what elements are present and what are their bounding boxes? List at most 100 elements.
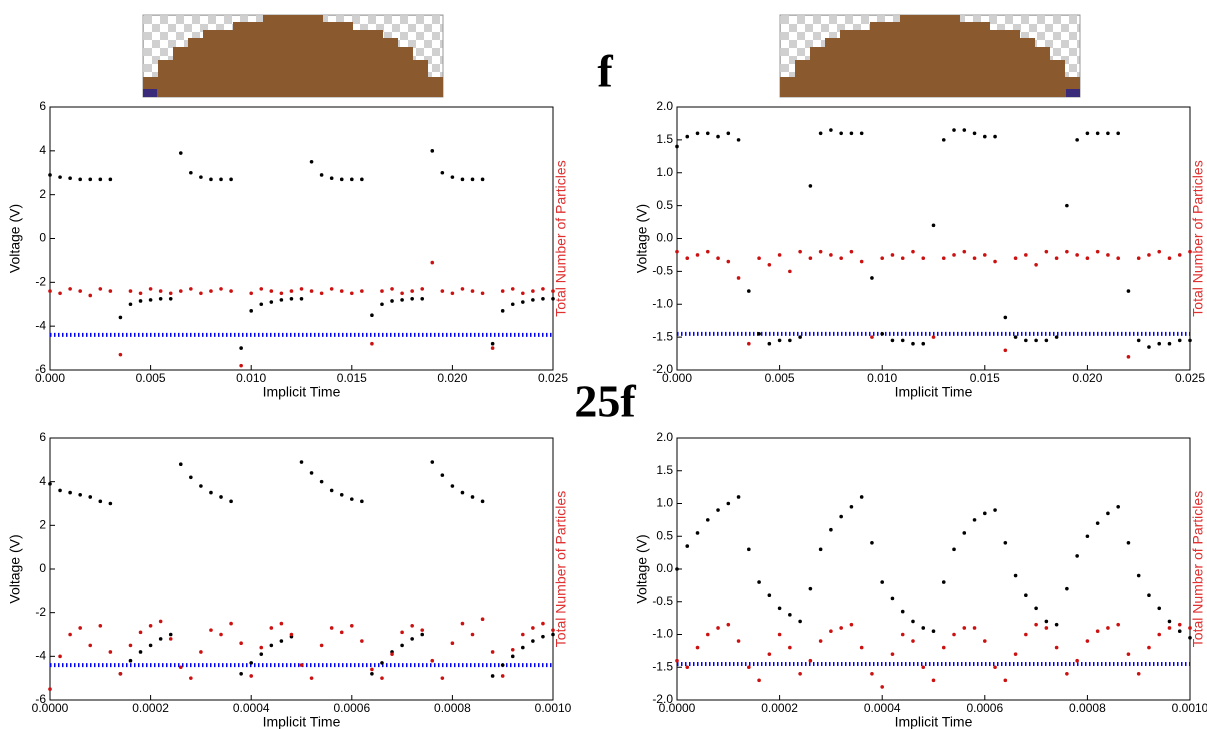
data-point xyxy=(983,639,987,643)
data-point xyxy=(705,249,710,254)
data-point xyxy=(1065,203,1069,208)
data-point xyxy=(68,632,72,637)
data-point xyxy=(329,488,334,493)
data-point xyxy=(1075,138,1079,142)
data-point xyxy=(138,299,143,303)
plot-frame xyxy=(676,106,1191,371)
data-point xyxy=(168,632,173,637)
y-tick-label: -1.5 xyxy=(652,329,673,343)
data-point xyxy=(829,253,833,257)
data-point xyxy=(911,341,915,346)
data-point xyxy=(870,335,874,339)
data-point xyxy=(1095,249,1100,254)
data-point xyxy=(1075,658,1079,663)
data-point xyxy=(370,667,374,672)
data-point xyxy=(890,253,895,257)
y-tick-label: 2.0 xyxy=(656,99,673,113)
data-point xyxy=(1054,622,1059,627)
data-point xyxy=(339,630,344,635)
data-point xyxy=(695,531,700,535)
y-tick-label: 4 xyxy=(39,474,46,488)
data-point xyxy=(329,176,334,181)
data-point xyxy=(870,276,874,280)
data-point xyxy=(716,508,720,512)
data-point xyxy=(1075,554,1079,558)
data-point xyxy=(440,473,445,477)
data-point xyxy=(757,678,761,683)
data-point xyxy=(168,291,173,296)
frequency-label: f xyxy=(597,46,613,97)
data-point xyxy=(199,175,203,179)
data-point xyxy=(900,609,905,614)
data-point xyxy=(541,634,545,639)
data-point xyxy=(148,287,153,291)
data-point xyxy=(460,177,465,182)
data-point xyxy=(788,645,792,650)
data-point xyxy=(98,499,103,504)
data-point xyxy=(900,632,905,637)
data-point xyxy=(370,313,374,318)
data-point xyxy=(1126,289,1131,293)
data-point xyxy=(736,276,741,280)
y-axis-label: Voltage (V) xyxy=(7,534,23,603)
data-point xyxy=(808,586,813,591)
data-point xyxy=(921,626,926,630)
data-point xyxy=(911,619,915,624)
data-point xyxy=(1044,626,1049,630)
data-point xyxy=(880,256,884,261)
data-point xyxy=(500,663,505,667)
data-point xyxy=(279,298,284,302)
data-point xyxy=(521,291,525,296)
y-tick-label: 4 xyxy=(39,143,46,157)
data-point xyxy=(158,296,163,301)
data-point xyxy=(229,499,233,504)
data-point xyxy=(870,541,874,545)
data-point xyxy=(380,289,384,293)
data-point xyxy=(798,249,802,254)
data-point xyxy=(941,645,946,650)
data-point xyxy=(736,495,741,499)
data-point xyxy=(726,131,731,136)
data-point xyxy=(685,134,690,139)
data-point xyxy=(675,658,679,663)
data-point xyxy=(767,593,772,597)
data-point xyxy=(209,177,213,182)
data-point xyxy=(500,289,505,293)
x-tick-label: 0.0000 xyxy=(32,701,69,715)
data-point xyxy=(148,298,153,302)
data-point xyxy=(1054,335,1059,339)
data-point xyxy=(98,287,103,291)
data-point xyxy=(859,131,864,136)
data-point xyxy=(370,341,374,346)
y-tick-label: 0.5 xyxy=(656,198,673,212)
data-point xyxy=(839,514,843,519)
plot-frame xyxy=(49,106,554,371)
data-point xyxy=(269,643,274,648)
data-point xyxy=(350,623,354,628)
data-point xyxy=(219,495,223,499)
particle-image xyxy=(142,14,444,98)
data-point xyxy=(798,335,802,339)
data-point xyxy=(1024,593,1028,597)
data-point xyxy=(839,256,843,261)
data-point xyxy=(249,661,253,665)
y-tick-label: -6 xyxy=(35,362,46,376)
y-tick-label: -4 xyxy=(35,318,46,332)
data-point xyxy=(962,128,967,132)
data-point xyxy=(299,287,304,291)
plot-frame xyxy=(49,437,554,701)
data-point xyxy=(931,223,936,228)
y-tick-label: -1.0 xyxy=(652,627,673,641)
data-point xyxy=(747,289,751,293)
data-point xyxy=(1167,341,1172,346)
data-point xyxy=(168,637,173,641)
data-point xyxy=(675,567,679,571)
data-point xyxy=(239,346,243,350)
y2-axis-label: Total Number of Particles xyxy=(1190,160,1206,316)
data-point xyxy=(705,131,710,136)
data-point xyxy=(1126,355,1131,359)
data-point xyxy=(859,495,864,499)
data-point xyxy=(1013,335,1018,339)
data-point xyxy=(1136,338,1141,343)
data-point xyxy=(420,628,425,632)
